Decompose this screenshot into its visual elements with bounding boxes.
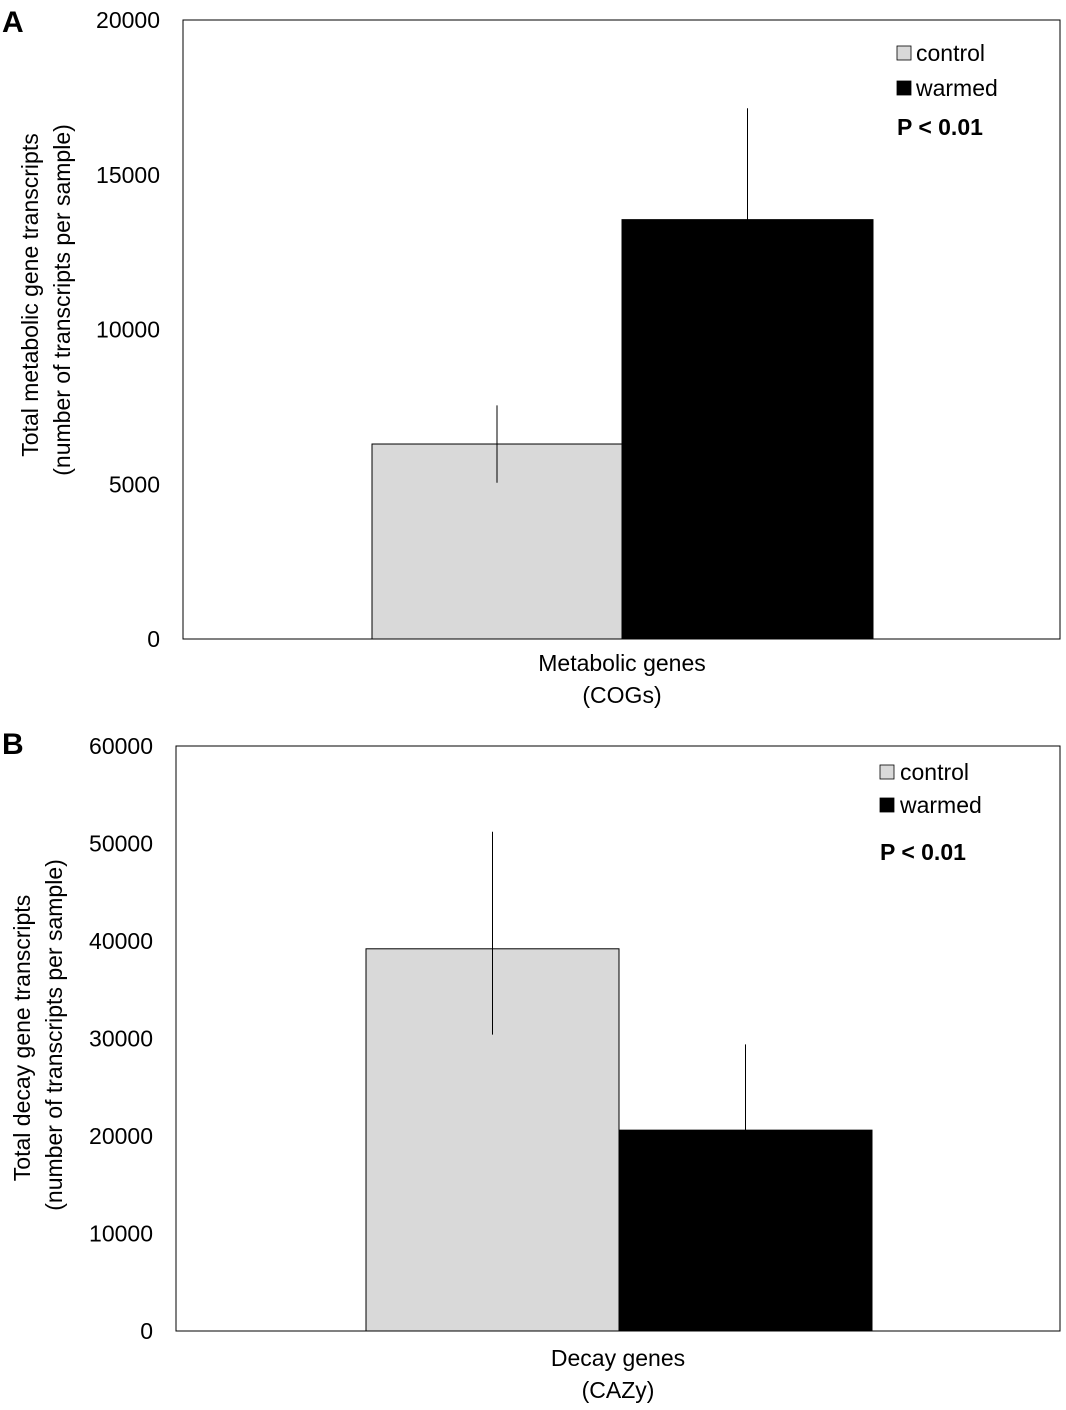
y-axis-title-line2: (number of transcripts per sample) (41, 859, 67, 1211)
y-tick-label: 0 (140, 1318, 153, 1344)
category-label-line2: (COGs) (582, 682, 661, 708)
legend: control warmed (879, 759, 982, 818)
category-label-line1: Metabolic genes (538, 650, 706, 676)
y-axis-ticks: 0 10000 20000 30000 40000 50000 60000 (89, 733, 153, 1344)
y-tick-label: 10000 (96, 317, 160, 343)
panel-letter: B (2, 728, 24, 761)
y-tick-label: 60000 (89, 733, 153, 759)
y-tick-label: 5000 (109, 471, 160, 497)
bars (365, 831, 873, 1332)
legend-swatch-control (879, 764, 895, 780)
legend-swatch-warmed (879, 797, 895, 813)
legend-swatch-warmed (896, 80, 912, 96)
p-value-annotation: P < 0.01 (897, 114, 983, 140)
y-axis-title-line1: Total decay gene transcripts (9, 895, 35, 1181)
y-tick-label: 40000 (89, 928, 153, 954)
panel-a: A 0 5000 10000 15000 20000 Total metabolic g… (2, 6, 1061, 708)
y-axis-ticks: 0 5000 10000 15000 20000 (96, 7, 160, 652)
y-tick-label: 50000 (89, 831, 153, 857)
p-value-annotation: P < 0.01 (880, 839, 966, 865)
y-tick-label: 20000 (96, 7, 160, 33)
y-tick-label: 0 (147, 626, 160, 652)
panel-letter: A (2, 6, 24, 39)
legend-label-control: control (916, 40, 985, 66)
bar-warmed (621, 219, 874, 640)
bar-warmed (618, 1129, 873, 1332)
category-label-line1: Decay genes (551, 1345, 685, 1371)
legend-label-warmed: warmed (915, 75, 998, 101)
y-axis-title-line1: Total metabolic gene transcripts (17, 133, 43, 456)
legend: control warmed (896, 40, 998, 101)
category-label-line2: (CAZy) (582, 1377, 655, 1403)
legend-label-warmed: warmed (899, 792, 982, 818)
panel-b: B 0 10000 20000 30000 40000 50000 60000 Total … (2, 728, 1061, 1403)
y-tick-label: 10000 (89, 1221, 153, 1247)
y-tick-label: 30000 (89, 1026, 153, 1052)
legend-swatch-control (896, 45, 912, 61)
legend-label-control: control (900, 759, 969, 785)
y-tick-label: 15000 (96, 162, 160, 188)
y-axis-title-line2: (number of transcripts per sample) (49, 124, 75, 476)
bars (371, 108, 874, 640)
y-tick-label: 20000 (89, 1123, 153, 1149)
